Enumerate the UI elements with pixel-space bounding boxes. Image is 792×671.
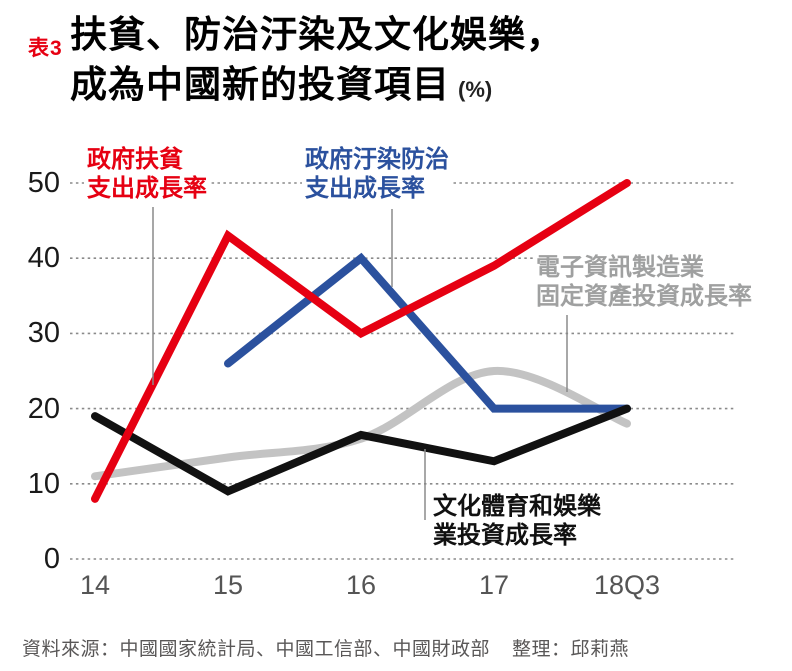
y-axis-label-40: 40 [27, 242, 60, 275]
source-text: 資料來源：中國國家統計局、中國工信部、中國財政部 [22, 639, 491, 660]
y-axis-label-30: 30 [27, 317, 60, 350]
y-axis-label-50: 50 [27, 167, 60, 199]
x-axis-label-15: 15 [212, 570, 244, 600]
y-axis-label-0: 0 [43, 543, 60, 575]
series-label-culture: 文化體育和娛樂 業投資成長率 [430, 491, 604, 551]
editor-text: 整理：邱莉燕 [512, 639, 630, 660]
series-line-poverty [91, 179, 631, 503]
page-title: 扶貧、防治汙染及文化娛樂， 成為中國新的投資項目 (%) [70, 10, 564, 115]
series-line-pollution [224, 252, 631, 413]
x-axis-label-14: 14 [79, 570, 111, 600]
series-line-culture [91, 404, 631, 496]
y-axis-label-20: 20 [27, 392, 60, 425]
x-axis-label-18Q3: 18Q3 [593, 570, 661, 600]
table-tag: 表3 [28, 37, 63, 60]
title-unit: (%) [458, 77, 493, 102]
x-axis-label-16: 16 [345, 570, 377, 600]
series-label-pollution: 政府汙染防治 支出成長率 [302, 144, 452, 204]
y-axis-label-10: 10 [27, 467, 60, 500]
title-line-2: 成為中國新的投資項目 (%) [70, 64, 493, 105]
source-note: 資料來源：中國國家統計局、中國工信部、中國財政部 整理：邱莉燕 [22, 634, 629, 661]
series-label-electronics: 電子資訊製造業 固定資產投資成長率 [533, 252, 755, 312]
title-line-1: 扶貧、防治汙染及文化娛樂， [70, 14, 564, 55]
series-label-poverty: 政府扶貧 支出成長率 [84, 144, 210, 204]
x-axis-label-17: 17 [478, 570, 510, 600]
